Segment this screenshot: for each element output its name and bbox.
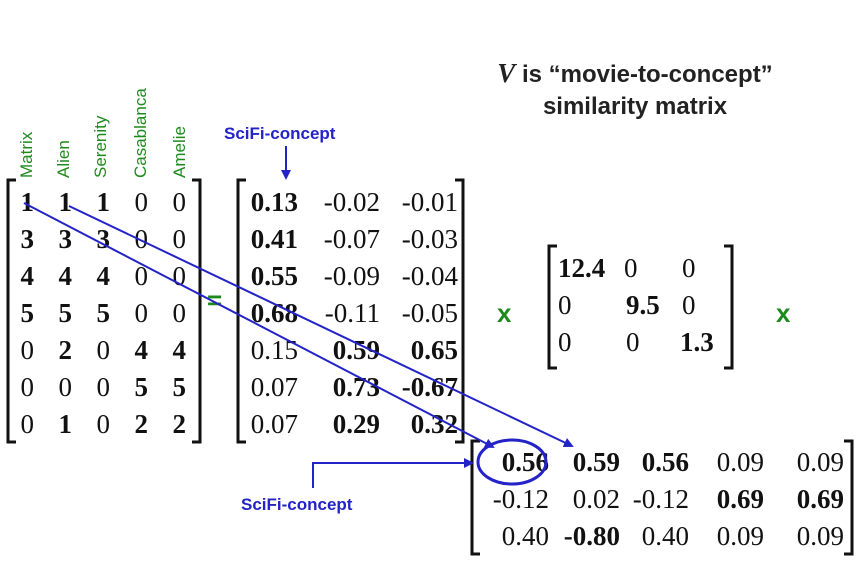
arrow-matrix-to-v <box>23 202 495 448</box>
matrix-u-cell: -0.09 <box>323 261 380 291</box>
matrix-a-cell: 5 <box>20 298 35 328</box>
matrix-a-cell: 4 <box>58 261 73 291</box>
matrix-u-cell: -0.04 <box>401 261 458 291</box>
matrix-u-cell: 0.65 <box>410 335 458 365</box>
matrix-v-cell: 0.09 <box>796 521 844 551</box>
equals-sign: = <box>207 285 223 315</box>
matrix-u-cell: -0.03 <box>401 224 458 254</box>
matrix-a-cell: 0 <box>20 335 35 365</box>
matrix-v-cell: 0.40 <box>641 521 689 551</box>
matrix-sigma-cell: 12.4 <box>558 253 606 283</box>
pointer-arrows <box>23 146 574 488</box>
bracket-u-right <box>455 178 465 444</box>
matrix-a-cell: 4 <box>172 335 187 365</box>
matrix-a-cell: 1 <box>58 409 73 439</box>
matrix-a-cell: 0 <box>134 298 149 328</box>
bracket-a-left <box>6 178 16 444</box>
matrix-a-cell: 4 <box>134 335 149 365</box>
multiply-sign-1: x <box>497 298 512 328</box>
matrix-v-cell: -0.12 <box>632 484 689 514</box>
matrix-u-cell: -0.11 <box>324 298 380 328</box>
matrix-a-cell: 2 <box>172 409 187 439</box>
bracket-a-right <box>192 178 202 444</box>
matrix-sigma-cell: 1.3 <box>680 327 714 357</box>
matrix-u-cell: 0.15 <box>250 335 298 365</box>
matrix-u-cell: 0.55 <box>250 261 298 291</box>
matrix-a-cell: 0 <box>96 372 111 402</box>
matrix-v-cell: 0.69 <box>796 484 844 514</box>
matrix-a-cell: 5 <box>58 298 73 328</box>
matrix-a-cell: 5 <box>172 372 187 402</box>
matrix-a-cell: 0 <box>58 372 73 402</box>
matrix-sigma-cell: 0 <box>682 290 696 320</box>
matrix-u-cell: -0.02 <box>323 187 380 217</box>
bracket-v-left <box>470 439 480 556</box>
bracket-v-right <box>844 439 854 556</box>
matrix-u-cell: -0.07 <box>323 224 380 254</box>
matrix-a-cell: 0 <box>172 224 187 254</box>
bracket-u-left <box>236 178 246 444</box>
arrow-alien-to-v <box>68 205 574 448</box>
matrix-v-cell: -0.12 <box>492 484 549 514</box>
scifi-concept-label-bottom: SciFi-concept <box>241 495 353 514</box>
matrix-a-cell: 1 <box>20 187 35 217</box>
matrix-a-cell: 0 <box>96 409 111 439</box>
matrix-a-cell: 0 <box>20 372 35 402</box>
matrix-sigma-cell: 0 <box>626 327 640 357</box>
arrow-bottom-concept <box>312 458 474 488</box>
matrix-a-cell: 2 <box>134 409 149 439</box>
highlight-circle <box>476 438 548 486</box>
matrix-a-cell: 3 <box>20 224 35 254</box>
matrix-v-cell: 0.02 <box>572 484 620 514</box>
scifi-concept-label-top: SciFi-concept <box>224 124 336 143</box>
matrix-sigma-cell: 0 <box>624 253 638 283</box>
matrix-v-cell: 0.59 <box>572 447 620 477</box>
matrix-v-cell: 0.56 <box>641 447 689 477</box>
matrix-a-cell: 0 <box>134 261 149 291</box>
bracket-sigma-left <box>547 244 557 370</box>
matrix-a-cell: 4 <box>96 261 111 291</box>
title-line-2: similarity matrix <box>542 93 728 120</box>
title-variable: V <box>497 58 516 88</box>
matrix-a-cell: 0 <box>172 187 187 217</box>
matrix-u-cell: -0.01 <box>401 187 458 217</box>
matrix-a-cell: 2 <box>58 335 73 365</box>
matrix-a-cell: 0 <box>172 261 187 291</box>
matrix-v-cell: 0.09 <box>716 447 764 477</box>
matrix-u-cell: 0.13 <box>250 187 298 217</box>
matrix-a-cell: 0 <box>20 409 35 439</box>
matrix-a-cell: 1 <box>58 187 73 217</box>
matrix-sigma-cell: 9.5 <box>626 290 660 320</box>
matrix-u-cell: 0.29 <box>332 409 380 439</box>
matrix-u-cell: 0.07 <box>250 372 298 402</box>
matrix-a-cell: 5 <box>134 372 149 402</box>
multiply-sign-2: x <box>776 298 791 328</box>
matrix-a-cell: 0 <box>172 298 187 328</box>
title-line-1: V is “movie-to-concept” <box>470 57 800 91</box>
bracket-sigma-right <box>724 244 734 370</box>
matrix-a-cell: 0 <box>96 335 111 365</box>
matrix-a-cell: 5 <box>96 298 111 328</box>
matrix-a-cell: 0 <box>134 224 149 254</box>
matrix-a-cell: 3 <box>58 224 73 254</box>
matrix-u-cell: -0.05 <box>401 298 458 328</box>
matrix-v-cell: 0.69 <box>716 484 764 514</box>
matrix-a-cell: 1 <box>96 187 111 217</box>
matrix-sigma-cell: 0 <box>682 253 696 283</box>
matrix-v-cell: -0.80 <box>563 521 620 551</box>
matrix-brackets <box>6 178 854 556</box>
matrix-a-cell: 0 <box>134 187 149 217</box>
matrix-sigma-cell: 0 <box>558 290 572 320</box>
matrix-sigma-cell: 0 <box>558 327 572 357</box>
matrix-v-cell: 0.09 <box>796 447 844 477</box>
matrix-a-cell: 4 <box>20 261 35 291</box>
matrix-u-cell: 0.41 <box>250 224 298 254</box>
matrix-u-cell: 0.07 <box>250 409 298 439</box>
matrix-v-cell: 0.40 <box>501 521 549 551</box>
slide-title: V is “movie-to-concept” similarity matri… <box>470 57 800 123</box>
title-line-1-text: is “movie-to-concept” <box>515 61 773 88</box>
matrix-v-cell: 0.09 <box>716 521 764 551</box>
